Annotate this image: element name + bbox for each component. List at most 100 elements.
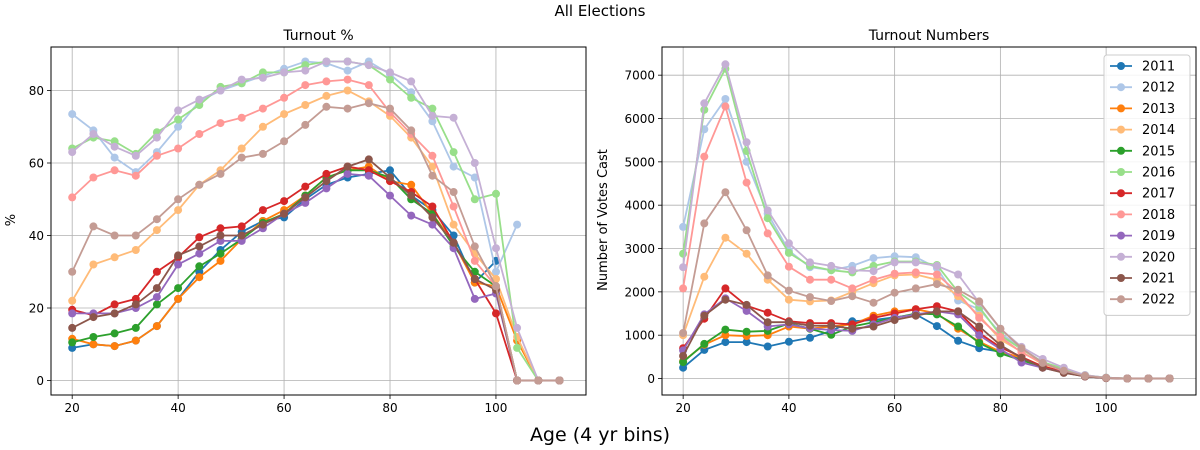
data-point [932, 280, 941, 289]
data-point [470, 173, 479, 182]
data-point [89, 130, 98, 138]
data-point [322, 77, 331, 86]
data-point [513, 220, 522, 229]
data-point [932, 322, 941, 331]
series-line-2022 [71, 102, 560, 382]
data-point [1017, 353, 1026, 362]
data-point [301, 66, 310, 75]
data-point [322, 177, 331, 186]
data-point [848, 292, 857, 301]
data-point [301, 198, 310, 207]
data-point [364, 81, 373, 90]
data-point [721, 95, 730, 103]
x-tick-label: 100 [484, 401, 507, 415]
data-point [742, 306, 751, 315]
data-point [679, 263, 688, 272]
data-point [890, 288, 899, 297]
data-point [131, 294, 140, 303]
data-point [322, 102, 331, 111]
data-point [152, 300, 161, 309]
data-point [152, 215, 161, 224]
data-point [449, 231, 458, 240]
data-point [301, 101, 310, 109]
legend-swatch-marker [1117, 125, 1125, 134]
data-point [110, 300, 119, 309]
legend-label: 2016 [1142, 166, 1175, 181]
data-point [975, 322, 984, 331]
data-point [280, 137, 289, 146]
data-point [763, 214, 772, 223]
data-point [195, 95, 204, 104]
legend-swatch-marker [1117, 189, 1125, 198]
data-point [195, 273, 204, 282]
data-point [721, 233, 730, 242]
data-point [258, 73, 267, 82]
y-tick-label: 40 [29, 229, 44, 243]
data-point [911, 311, 920, 320]
data-point [806, 258, 814, 267]
data-point [742, 327, 751, 336]
data-point [407, 191, 416, 200]
legend-swatch-marker [1117, 210, 1125, 219]
data-point [216, 256, 225, 265]
legend-item-2018: 2018 [1110, 208, 1175, 223]
data-point [364, 155, 373, 164]
data-point [1144, 374, 1153, 383]
legend-label: 2017 [1142, 187, 1175, 202]
data-point [932, 261, 941, 270]
data-point [763, 308, 772, 317]
data-point [679, 222, 688, 231]
data-point [110, 309, 119, 318]
data-point [174, 251, 183, 260]
legend-item-2014: 2014 [1110, 123, 1175, 138]
data-point [301, 81, 310, 90]
y-tick-label: 3000 [624, 242, 655, 256]
legend-swatch-marker [1117, 231, 1125, 240]
data-point [152, 151, 161, 160]
data-point [721, 60, 730, 69]
data-point [174, 144, 183, 153]
data-point [68, 338, 77, 347]
x-tick-label: 60 [276, 401, 291, 415]
data-point [784, 318, 793, 327]
data-point [131, 231, 140, 240]
data-point [449, 188, 458, 196]
data-point [700, 272, 709, 281]
legend-item-2016: 2016 [1110, 166, 1175, 181]
data-point [492, 309, 500, 318]
legend-item-2021: 2021 [1110, 272, 1175, 287]
data-point [721, 188, 730, 197]
turnout-percent-title: Turnout % [282, 28, 353, 44]
data-point [1017, 344, 1026, 353]
turnout-numbers-chart: Turnout Numbers Number of Votes Cast 20 4… [596, 28, 1197, 415]
data-point [721, 325, 730, 334]
data-point [679, 284, 688, 293]
data-point [174, 106, 183, 115]
data-point [890, 316, 899, 324]
data-point [700, 339, 709, 348]
data-point [343, 162, 352, 171]
data-point [237, 113, 246, 122]
y-tick-label: 1000 [624, 329, 655, 343]
data-point [407, 88, 416, 97]
data-point [848, 324, 857, 333]
data-point [68, 296, 77, 305]
data-point [806, 321, 814, 330]
x-tick-label: 20 [65, 401, 80, 415]
data-point [449, 113, 458, 122]
data-point [806, 333, 814, 342]
data-point [174, 115, 183, 124]
turnout-percent-ylabel: % [4, 214, 19, 226]
data-point [1038, 358, 1047, 367]
data-point [89, 340, 98, 349]
data-point [407, 180, 416, 189]
series-line-2020 [71, 60, 560, 382]
data-point [827, 297, 836, 305]
data-point [869, 298, 878, 307]
data-point [216, 249, 225, 258]
data-point [784, 337, 793, 346]
data-point [869, 254, 878, 263]
data-point [280, 197, 289, 206]
data-point [848, 266, 857, 275]
data-point [721, 331, 730, 340]
